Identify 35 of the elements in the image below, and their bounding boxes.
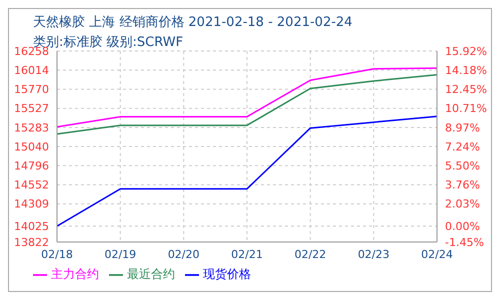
x-tick-label: 02/21 xyxy=(231,248,263,261)
y-tick-label: 14796 xyxy=(14,160,49,173)
chart-title: 天然橡胶 上海 经销商价格 2021-02-18 - 2021-02-24 xyxy=(33,14,352,31)
y2-tick-label: 14.18% xyxy=(445,64,487,78)
y-tick-label: 13822 xyxy=(14,236,49,249)
y2-tick-label: 12.45% xyxy=(445,83,487,96)
legend-label: 现货价格 xyxy=(203,267,251,281)
y2-tick-label: 10.71% xyxy=(445,102,487,116)
y2-tick-label: 15.92% xyxy=(445,44,487,58)
x-tick-label: 02/20 xyxy=(168,248,200,261)
x-tick-label: 02/19 xyxy=(104,248,136,261)
line-series xyxy=(57,74,437,135)
x-tick-label: 02/24 xyxy=(421,248,453,261)
line-series xyxy=(57,67,437,128)
legend-label: 最近合约 xyxy=(127,267,175,281)
y-tick-label: 14552 xyxy=(14,178,49,192)
y-tick-label: 15770 xyxy=(14,83,49,96)
y2-tick-label: 0.00% xyxy=(445,220,480,233)
y2-tick-label: 3.76% xyxy=(445,178,480,192)
legend-label: 主力合约 xyxy=(51,267,99,281)
y-tick-label: 15527 xyxy=(14,102,49,116)
y-tick-label: 14025 xyxy=(14,220,49,233)
y-tick-label: 14309 xyxy=(14,198,49,211)
x-tick-label: 02/23 xyxy=(358,248,390,261)
y-tick-label: 15040 xyxy=(14,140,49,154)
x-tick-label: 02/18 xyxy=(41,248,73,261)
y2-tick-label: 5.50% xyxy=(445,159,480,172)
x-tick-label: 02/22 xyxy=(294,248,326,261)
y2-tick-label: -1.45% xyxy=(445,236,484,249)
line-series xyxy=(57,116,437,227)
y-tick-label: 16014 xyxy=(14,64,49,78)
y2-tick-label: 8.97% xyxy=(445,121,480,134)
y2-tick-label: 7.24% xyxy=(445,140,480,154)
y2-tick-label: 2.03% xyxy=(445,198,480,211)
y-tick-label: 15283 xyxy=(14,121,49,134)
